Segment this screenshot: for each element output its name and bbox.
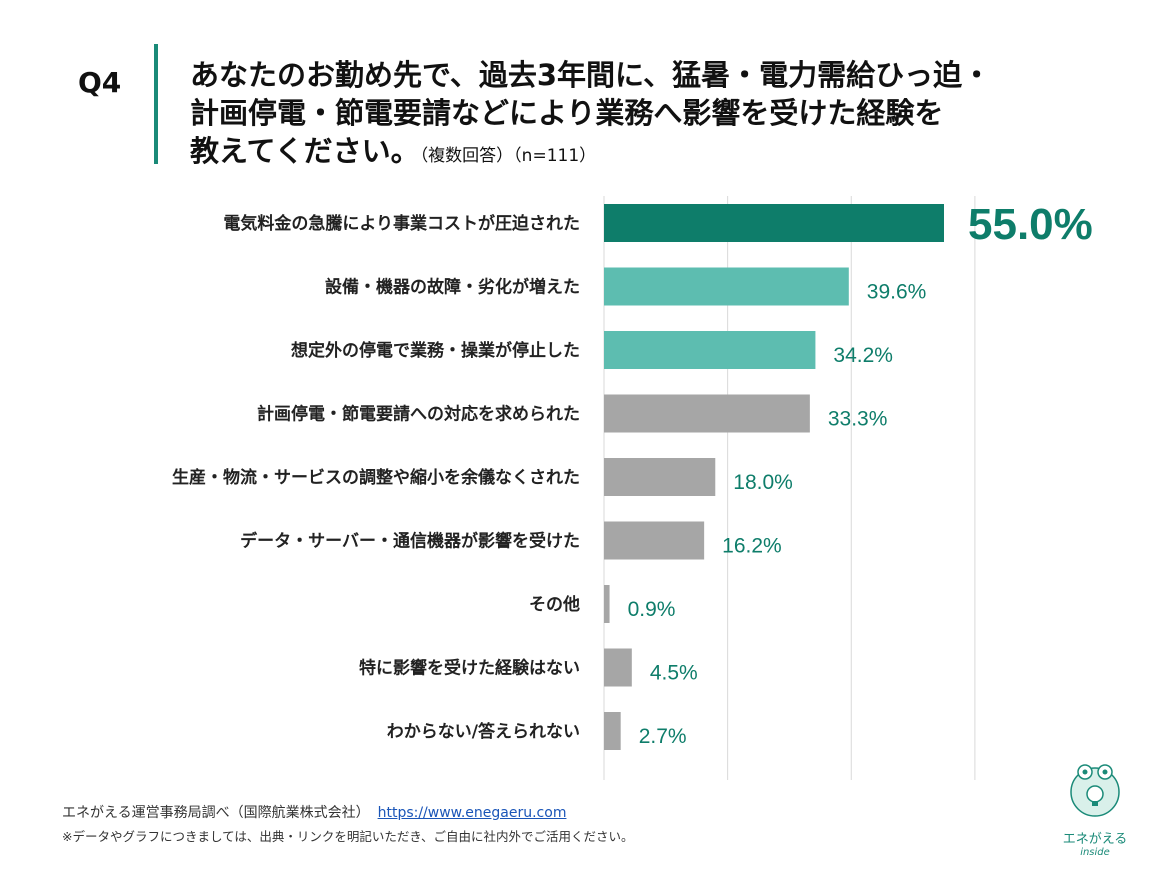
category-label: 設備・機器の故障・劣化が増えた — [325, 277, 580, 298]
bar — [604, 204, 944, 242]
source-link[interactable]: https://www.enegaeru.com — [377, 805, 567, 821]
value-label: 18.0% — [733, 471, 793, 494]
question-divider — [154, 44, 158, 164]
value-label: 34.2% — [833, 344, 893, 367]
logo-sub: inside — [1080, 847, 1110, 858]
bar — [604, 267, 849, 306]
question-text: あなたのお勤め先で、過去3年間に、猛暑・電力需給ひっ迫・ 計画停電・節電要請など… — [190, 56, 1090, 175]
usage-note: ※データやグラフにつきましては、出典・リンクを明記いただき、ご自由に社内外でご活… — [62, 829, 634, 844]
bar — [604, 521, 705, 560]
category-label: データ・サーバー・通信機器が影響を受けた — [240, 531, 580, 552]
category-label: 計画停電・節電要請への対応を求められた — [257, 404, 580, 425]
frog-logo-icon — [1070, 764, 1120, 817]
value-label: 55.0% — [968, 200, 1093, 249]
bar — [604, 331, 816, 369]
value-label: 2.7% — [639, 725, 687, 748]
value-label: 4.5% — [650, 662, 698, 685]
enegaeru-logo: エネがえる inside — [1050, 760, 1140, 860]
category-label: わからない/答えられない — [387, 721, 580, 742]
value-label: 0.9% — [628, 598, 676, 621]
source-line: エネがえる運営事務局調べ（国際航業株式会社） https://www.enegae… — [62, 802, 566, 822]
question-line-2: 計画停電・節電要請などにより業務へ影響を受けた経験を — [190, 96, 944, 130]
category-label: その他 — [529, 594, 580, 615]
value-label: 39.6% — [867, 281, 927, 304]
bar — [604, 648, 632, 687]
category-label: 特に影響を受けた経験はない — [359, 658, 580, 679]
question-number: Q4 — [78, 66, 122, 99]
category-label: 電気料金の急騰により事業コストが圧迫された — [223, 213, 580, 234]
category-label: 生産・物流・サービスの調整や縮小を余儀なくされた — [172, 467, 580, 488]
bar — [604, 712, 621, 750]
question-line-3: 教えてください。（複数回答）（n=111） — [190, 134, 597, 168]
question-line-1: あなたのお勤め先で、過去3年間に、猛暑・電力需給ひっ迫・ — [190, 58, 992, 92]
category-label: 想定外の停電で業務・操業が停止した — [291, 340, 580, 361]
source-text: エネがえる運営事務局調べ（国際航業株式会社） — [62, 805, 370, 821]
bar — [604, 585, 610, 623]
bar — [604, 458, 716, 496]
logo-name: エネがえる — [1062, 832, 1128, 847]
question-note: （複数回答）（n=111） — [419, 146, 597, 166]
value-label: 16.2% — [722, 535, 782, 558]
bar — [604, 394, 810, 433]
value-label: 33.3% — [828, 408, 888, 431]
